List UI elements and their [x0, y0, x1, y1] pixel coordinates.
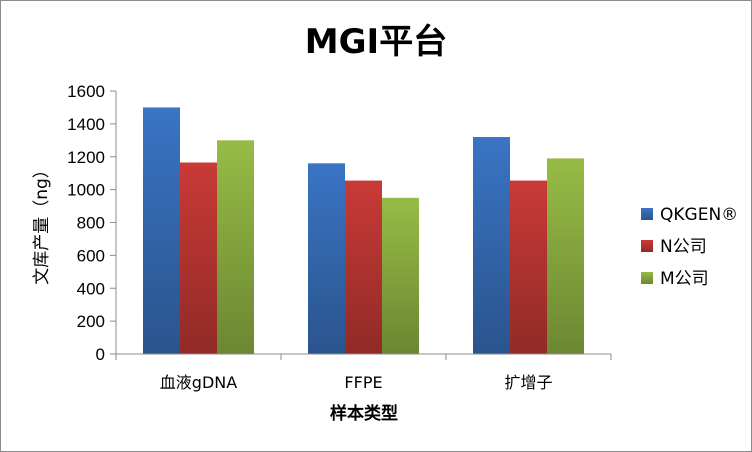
y-tick-label: 200: [77, 312, 105, 331]
legend-label: QKGEN®: [660, 205, 738, 225]
bar: [382, 197, 419, 354]
bar-series-group: [143, 107, 584, 354]
bar: [345, 180, 382, 354]
chart-title: MGI平台: [305, 22, 447, 62]
legend-swatch: [641, 240, 653, 252]
x-axis-category-labels: 血液gDNA FFPE 扩增子: [160, 373, 553, 392]
y-tick-label: 1400: [67, 115, 105, 134]
bar: [510, 180, 547, 354]
y-tick-label: 800: [77, 214, 105, 233]
bar: [473, 137, 510, 354]
legend-swatch: [641, 208, 653, 220]
x-category-label: FFPE: [344, 373, 382, 392]
y-axis-title: 文库产量（ng）: [32, 161, 52, 285]
bar: [217, 140, 254, 354]
legend-label: N公司: [660, 237, 707, 257]
y-tick-label: 400: [77, 279, 105, 298]
y-axis-ticks: 0 200 400 600 800 1000 1200 1400 1600: [67, 82, 116, 364]
y-tick-label: 1200: [67, 148, 105, 167]
bar: [180, 162, 217, 354]
x-category-label: 血液gDNA: [160, 373, 237, 392]
legend: QKGEN® N公司 M公司: [641, 205, 738, 289]
y-tick-label: 1600: [67, 82, 105, 101]
legend-swatch: [641, 272, 653, 284]
x-category-label: 扩增子: [504, 373, 552, 392]
x-axis-ticks: [115, 354, 612, 360]
bar: [547, 158, 584, 354]
y-tick-label: 600: [77, 246, 105, 265]
y-tick-label: 0: [96, 345, 105, 364]
x-axis-title: 样本类型: [330, 403, 398, 424]
legend-label: M公司: [660, 269, 709, 289]
bar: [143, 107, 180, 354]
bar: [308, 163, 345, 354]
y-tick-label: 1000: [67, 181, 105, 200]
